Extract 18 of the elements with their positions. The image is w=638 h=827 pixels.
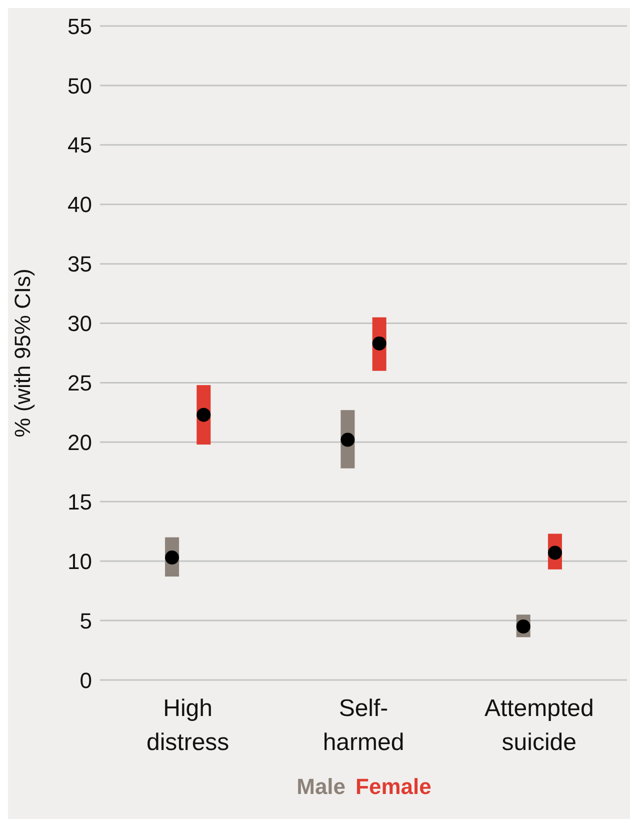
y-tick-label: 40 <box>68 192 92 218</box>
y-tick-label: 35 <box>68 252 92 277</box>
y-tick-label: 20 <box>68 430 92 455</box>
y-tick-label: 45 <box>68 132 92 158</box>
y-axis-title: % (with 95% CIs) <box>10 268 35 438</box>
y-tick-label: 0 <box>80 668 92 693</box>
y-tick-label: 25 <box>68 370 92 396</box>
y-tick-label: 30 <box>68 311 92 336</box>
y-tick-label: 5 <box>80 608 92 634</box>
y-tick-label: 50 <box>68 73 92 98</box>
y-tick-label: 15 <box>68 489 92 514</box>
x-tick-label: Self-harmed <box>322 695 404 756</box>
text: Female <box>356 774 432 799</box>
y-tick-label: 55 <box>68 14 92 39</box>
x-tick-label: Attempted suicide <box>484 695 594 756</box>
x-tick-label: High distress <box>146 695 230 756</box>
y-tick-label: 10 <box>68 548 92 574</box>
text: Male <box>296 774 346 799</box>
